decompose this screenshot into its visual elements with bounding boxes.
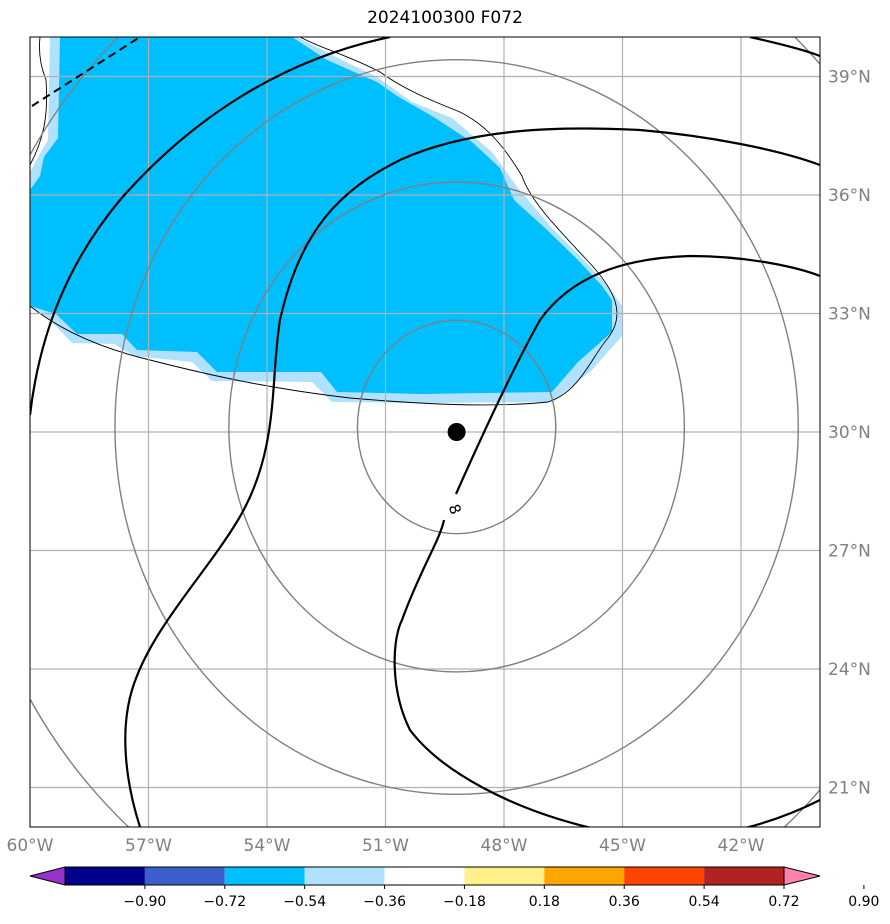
storm-center-marker bbox=[447, 423, 466, 441]
colorbar-segment bbox=[144, 867, 225, 885]
longitude-tick-label: 42°W bbox=[718, 836, 765, 856]
coastline bbox=[30, 37, 618, 406]
map-title: 2024100300 F072 bbox=[367, 8, 523, 28]
colorbar-segment bbox=[464, 867, 545, 885]
latitude-tick-label: 36°N bbox=[828, 186, 871, 206]
colorbar-tick-label: −0.72 bbox=[203, 894, 246, 910]
contour-line bbox=[749, 37, 820, 58]
longitude-tick-label: 48°W bbox=[481, 836, 528, 856]
colorbar-segment bbox=[544, 867, 625, 885]
colorbar-extend-low bbox=[29, 866, 66, 886]
colorbar-segment bbox=[224, 867, 305, 885]
latitude-tick-label: 24°N bbox=[828, 660, 871, 680]
contour-label: 8 bbox=[445, 502, 465, 517]
latitude-tick-label: 39°N bbox=[828, 68, 871, 88]
range-ring bbox=[114, 58, 799, 796]
colorbar-segment bbox=[65, 867, 145, 885]
colorbar-frame bbox=[64, 866, 785, 886]
colorbar-tick-label: −0.54 bbox=[283, 894, 326, 910]
range-ring bbox=[228, 181, 686, 673]
colorbar-tick-label: 0.72 bbox=[768, 894, 799, 910]
colorbar-segment bbox=[624, 867, 705, 885]
longitude-tick-label: 57°W bbox=[125, 836, 172, 856]
latitude-tick-label: 21°N bbox=[828, 779, 871, 799]
longitude-tick-label: 60°W bbox=[7, 836, 54, 856]
colorbar-extend-high bbox=[783, 866, 821, 886]
latitude-tick-label: 33°N bbox=[828, 305, 871, 325]
anomaly-fill-dark bbox=[30, 37, 612, 394]
range-ring bbox=[356, 319, 557, 535]
contour-line-dashed bbox=[31, 37, 141, 107]
colorbar-segment bbox=[304, 867, 385, 885]
latitude-tick-label: 27°N bbox=[828, 542, 871, 562]
colorbar-segment bbox=[384, 867, 465, 885]
contour-line bbox=[30, 37, 391, 416]
colorbar-tick-label: 0.90 bbox=[848, 894, 879, 910]
latitude-labels: 21°N 24°N 27°N 30°N 33°N 36°N 39°N bbox=[828, 68, 871, 799]
colorbar-tick-label: 0.18 bbox=[529, 894, 560, 910]
colorbar-tick-label: −0.18 bbox=[443, 894, 486, 910]
colorbar-tick-labels: −0.90 −0.72 −0.54 −0.36 −0.18 0.18 0.36 0.54 0.7… bbox=[123, 885, 879, 910]
colorbar bbox=[29, 866, 821, 886]
contour-line bbox=[124, 127, 820, 827]
colorbar-tick-label: 0.54 bbox=[689, 894, 720, 910]
longitude-tick-label: 54°W bbox=[244, 836, 291, 856]
map-frame bbox=[29, 36, 821, 828]
colorbar-tick-label: −0.90 bbox=[123, 894, 166, 910]
longitude-tick-label: 51°W bbox=[362, 836, 409, 856]
longitude-labels: 60°W 57°W 54°W 51°W 48°W 45°W 42°W bbox=[7, 836, 765, 856]
colorbar-segment bbox=[704, 867, 784, 885]
contour-line bbox=[393, 254, 820, 827]
latitude-tick-label: 30°N bbox=[828, 423, 871, 443]
longitude-tick-label: 45°W bbox=[599, 836, 646, 856]
colorbar-tick-label: 0.36 bbox=[609, 894, 640, 910]
colorbar-tick-label: −0.36 bbox=[363, 894, 406, 910]
